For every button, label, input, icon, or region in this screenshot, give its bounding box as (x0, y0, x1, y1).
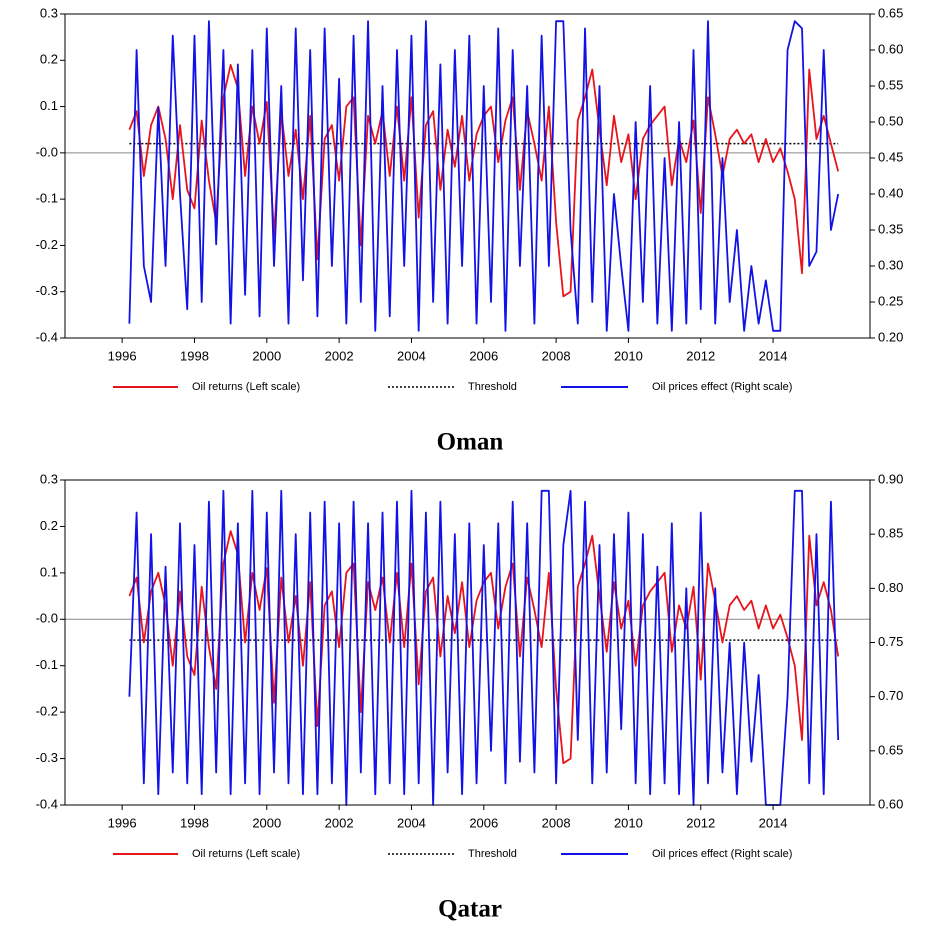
x-tick-label: 2010 (614, 348, 643, 363)
x-tick-label: 2000 (252, 815, 281, 830)
y2-tick-label: 0.60 (878, 41, 903, 56)
legend-label: Threshold (468, 848, 517, 860)
y2-tick-label: 0.75 (878, 634, 903, 649)
chart-title: Qatar (438, 896, 502, 923)
chart-title: Oman (437, 429, 504, 456)
y2-tick-label: 0.90 (878, 471, 903, 486)
y2-tick-label: 0.40 (878, 185, 903, 200)
y-tick-label: -0.1 (36, 191, 58, 206)
legend-label: Threshold (468, 381, 517, 393)
y-tick-label: -0.2 (36, 704, 58, 719)
y-tick-label: -0.3 (36, 750, 58, 765)
x-tick-label: 2004 (397, 348, 426, 363)
plot-frame (64, 479, 871, 806)
legend-label: Oil returns (Left scale) (192, 381, 300, 393)
y-tick-label: 0.2 (40, 52, 58, 67)
y-tick-label: -0.0 (36, 144, 58, 159)
y-tick-label: 0.1 (40, 98, 58, 113)
x-tick-label: 1998 (180, 815, 209, 830)
y2-tick-label: 0.25 (878, 293, 903, 308)
y2-tick-label: 0.80 (878, 580, 903, 595)
y2-tick-label: 0.35 (878, 221, 903, 236)
x-tick-label: 1996 (108, 815, 137, 830)
x-tick-label: 2000 (252, 348, 281, 363)
y-tick-label: 0.2 (40, 518, 58, 533)
series-line (128, 64, 840, 298)
series-line (128, 489, 840, 806)
y2-tick-label: 0.70 (878, 688, 903, 703)
y-tick-label: -0.2 (36, 237, 58, 252)
x-tick-label: 1996 (108, 348, 137, 363)
y2-tick-label: 0.45 (878, 149, 903, 164)
x-tick-label: 2014 (759, 815, 788, 830)
x-tick-label: 2002 (325, 348, 354, 363)
y-tick-label: -0.4 (36, 329, 58, 344)
x-tick-label: 2008 (542, 815, 571, 830)
y-tick-label: -0.4 (36, 796, 58, 811)
plot-frame (64, 13, 871, 339)
y-tick-label: -0.0 (36, 611, 58, 626)
x-tick-label: 2008 (542, 348, 571, 363)
y2-tick-label: 0.65 (878, 5, 903, 20)
x-tick-label: 2012 (686, 815, 715, 830)
y2-tick-label: 0.20 (878, 329, 903, 344)
legend-label: Oil prices effect (Right scale) (652, 381, 792, 393)
x-tick-label: 2004 (397, 815, 426, 830)
x-tick-label: 2006 (469, 815, 498, 830)
x-tick-label: 2002 (325, 815, 354, 830)
y2-tick-label: 0.55 (878, 77, 903, 92)
y-tick-label: 0.3 (40, 5, 58, 20)
y-tick-label: 0.1 (40, 564, 58, 579)
series-line (128, 20, 840, 332)
y-tick-label: 0.3 (40, 471, 58, 486)
legend-label: Oil prices effect (Right scale) (652, 848, 792, 860)
x-tick-label: 2012 (686, 348, 715, 363)
y2-tick-label: 0.65 (878, 742, 903, 757)
y2-tick-label: 0.30 (878, 257, 903, 272)
x-tick-label: 1998 (180, 348, 209, 363)
y2-tick-label: 0.85 (878, 526, 903, 541)
y2-tick-label: 0.60 (878, 796, 903, 811)
series-line (128, 530, 840, 765)
y2-tick-label: 0.50 (878, 113, 903, 128)
x-tick-label: 2010 (614, 815, 643, 830)
x-tick-label: 2014 (759, 348, 788, 363)
y-tick-label: -0.3 (36, 283, 58, 298)
legend-label: Oil returns (Left scale) (192, 848, 300, 860)
x-tick-label: 2006 (469, 348, 498, 363)
y-tick-label: -0.1 (36, 657, 58, 672)
